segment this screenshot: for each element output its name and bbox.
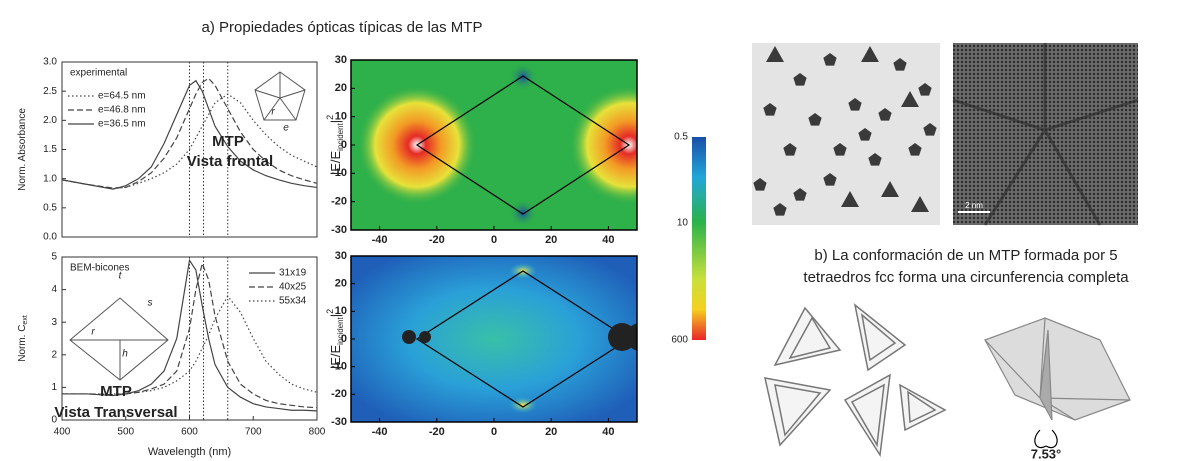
y-tick-label: 0.5: [43, 202, 57, 213]
overlay-label: MTP: [100, 383, 132, 400]
x-tick-label: 40: [602, 426, 614, 438]
y-axis-label: Norm. Absorbance: [17, 108, 28, 191]
caption-line: b) La conformación de un MTP formada por…: [814, 247, 1117, 264]
x-tick-label: -40: [372, 234, 388, 246]
x-tick-label: 40: [602, 234, 614, 246]
y-tick-label: 2: [51, 349, 57, 360]
x-tick-label: -20: [429, 234, 445, 246]
overlay-label: MTP: [212, 133, 244, 150]
figure-title: a) Propiedades ópticas típicas de las MT…: [202, 19, 483, 36]
x-tick-label: 600: [181, 427, 198, 438]
y-axis-label: |E/Eincident|2: [325, 309, 345, 369]
y-tick-label: 20: [335, 82, 347, 94]
y-tick-label: 30: [335, 54, 347, 66]
colorbar-tick-label: 10: [677, 217, 689, 228]
overlay-label: Vista Transversal: [54, 404, 177, 421]
y-tick-label: -20: [331, 388, 347, 400]
colorbar-tick-label: 0.5: [674, 132, 688, 143]
x-tick-label: 20: [545, 426, 557, 438]
y-tick-label: 2.5: [43, 86, 57, 97]
y-tick-label: 1: [51, 382, 57, 393]
inset-label: e: [283, 123, 289, 134]
tem-image: [752, 43, 940, 225]
y-axis-label-text: |E/E: [328, 151, 343, 176]
x-tick-label: -20: [429, 426, 445, 438]
y-axis-label: Norm. Cext: [17, 315, 29, 362]
x-tick-label: 400: [54, 427, 71, 438]
tetrahedra-diagram: [765, 305, 945, 455]
inset-label: s: [148, 298, 153, 309]
x-tick-label: -40: [372, 426, 388, 438]
y-axis-label: |E/Eincident|2: [325, 115, 345, 175]
y-tick-label: 0.0: [43, 232, 57, 243]
legend-label: e=46.8 nm: [98, 105, 146, 116]
y-axis-label-sup: 2: [325, 309, 335, 314]
inset-diagram: [255, 72, 305, 120]
scale-bar-label: 2 nm: [965, 201, 983, 210]
inset-diagram: [70, 298, 168, 380]
x-tick-label: 700: [245, 427, 262, 438]
hrtem-image: 2 nm: [953, 43, 1138, 225]
angle-label: 7.53°: [1031, 446, 1062, 461]
x-tick-label: 0: [491, 234, 497, 246]
colorbar-tick-label: 600: [671, 335, 688, 346]
x-axis-label: Wavelength (nm): [148, 446, 231, 458]
y-axis-label-sub: incident: [336, 316, 345, 344]
legend-label: 40x25: [279, 282, 307, 293]
x-tick-label: 20: [545, 234, 557, 246]
y-tick-label: -30: [331, 224, 347, 236]
y-tick-label: -20: [331, 196, 347, 208]
assembled-mtp: [985, 318, 1130, 448]
y-axis-label-sup: 2: [325, 115, 335, 120]
inset-label: h: [122, 349, 128, 360]
field-map-image: [351, 256, 654, 422]
x-tick-label: 0: [491, 426, 497, 438]
x-tick-label: 800: [309, 427, 326, 438]
y-axis-label-sub: incident: [336, 122, 345, 150]
caption-line: tetraedros fcc forma una circunferencia …: [803, 269, 1129, 286]
figure: a) Propiedades ópticas típicas de las MT…: [0, 0, 1192, 461]
y-tick-label: 30: [335, 250, 347, 262]
y-tick-label: 3: [51, 317, 57, 328]
y-tick-label: 1.0: [43, 173, 57, 184]
overlay-label: Vista frontal: [187, 153, 273, 170]
y-tick-label: 3.0: [43, 57, 57, 68]
y-axis-label-sub: ext: [22, 315, 29, 324]
inset-label: r: [271, 107, 275, 118]
y-tick-label: 4: [51, 284, 57, 295]
legend-label: e=64.5 nm: [98, 91, 146, 102]
panel-label: experimental: [70, 68, 127, 79]
inset-label: r: [91, 327, 95, 338]
y-axis-label-text: Norm. C: [17, 325, 28, 362]
y-tick-label: 1.5: [43, 144, 57, 155]
y-axis-label-text: Norm. Absorbance: [17, 108, 28, 191]
y-tick-label: 2.0: [43, 115, 57, 126]
field-map-image: [351, 60, 689, 230]
y-tick-label: 20: [335, 278, 347, 290]
legend-label: 55x34: [279, 296, 307, 307]
y-axis-label-text: |E/E: [328, 345, 343, 370]
x-tick-label: 500: [117, 427, 134, 438]
legend-label: e=36.5 nm: [98, 119, 146, 130]
y-tick-label: 5: [51, 252, 57, 263]
colorbar: [692, 137, 706, 340]
y-tick-label: -30: [331, 416, 347, 428]
legend-label: 31x19: [279, 268, 307, 279]
